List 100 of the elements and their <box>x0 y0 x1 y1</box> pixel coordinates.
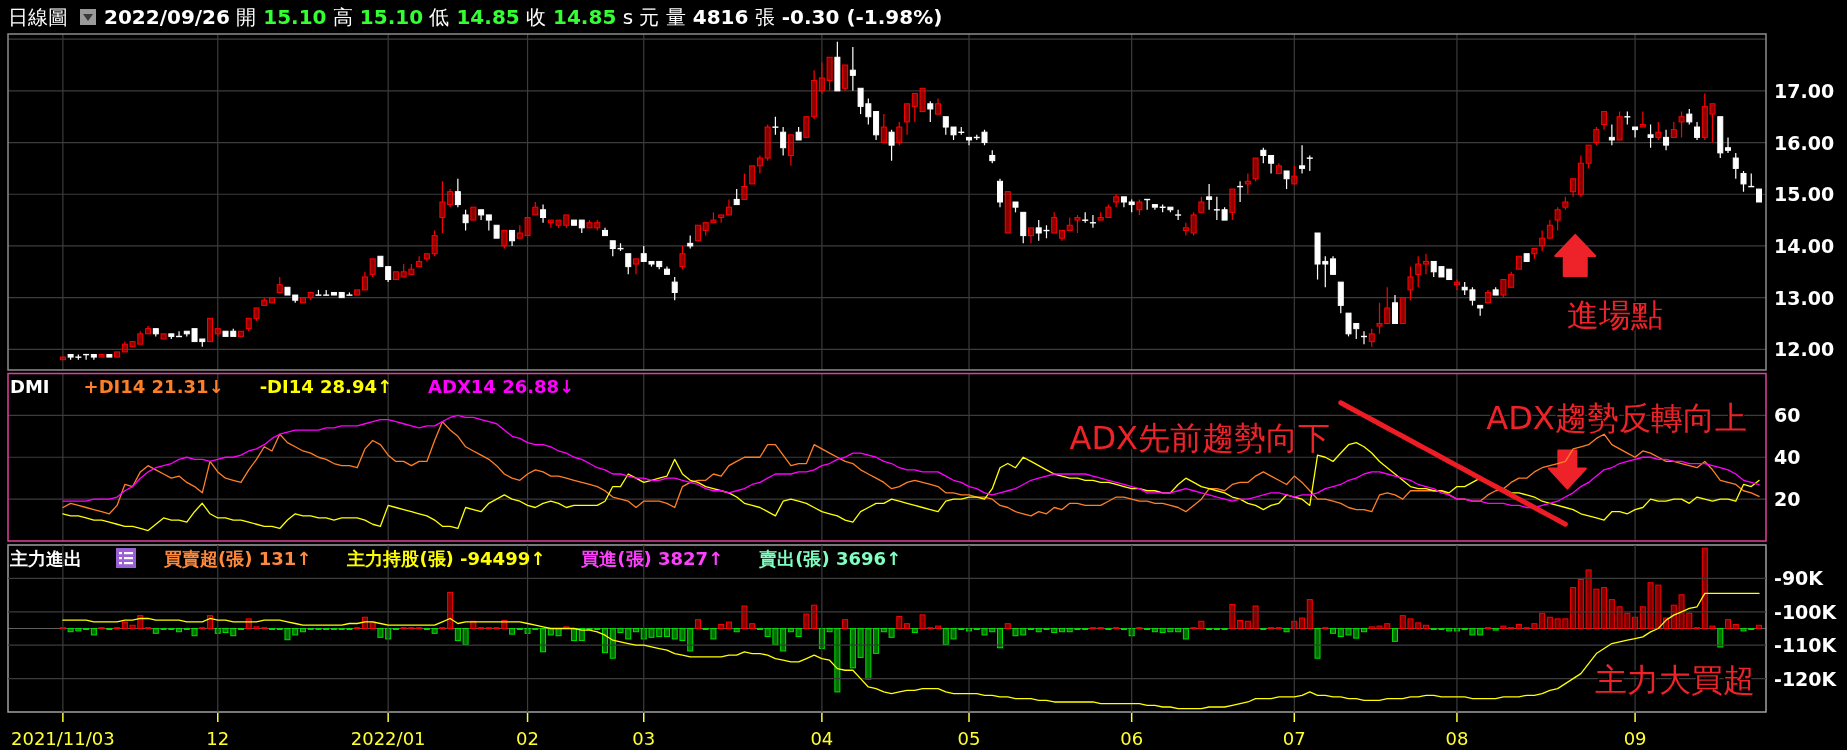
bar <box>1686 612 1693 629</box>
bar <box>1151 628 1158 633</box>
bar <box>1244 620 1251 629</box>
y-tick-label: 40 <box>1774 446 1801 469</box>
bar <box>888 628 895 638</box>
bar <box>1415 622 1422 629</box>
bar <box>942 628 949 646</box>
text: 2022/09/26 開 15.10 高 15.10 低 14.85 收 14.85 s 元 量 4816 張 -0.30 (-1.98%) <box>104 5 943 29</box>
bar <box>1182 628 1189 640</box>
bar <box>880 628 887 633</box>
bar <box>609 628 616 659</box>
bar <box>1601 587 1608 629</box>
bar <box>826 628 833 633</box>
bar <box>121 621 128 629</box>
bar <box>617 628 624 634</box>
x-tick-label: 08 <box>1445 727 1469 749</box>
bar <box>1376 625 1383 629</box>
bar <box>1399 615 1406 629</box>
bar <box>679 628 686 642</box>
bar <box>1159 628 1166 634</box>
bar <box>377 628 384 638</box>
bar <box>718 623 725 629</box>
bar <box>849 628 856 669</box>
chart-title: 日線圖 <box>8 5 68 29</box>
bar <box>1167 628 1174 633</box>
bar <box>981 628 988 636</box>
bar <box>1330 628 1337 634</box>
bar <box>1562 618 1569 629</box>
bar <box>633 628 639 633</box>
x-tick-label: 05 <box>957 727 981 749</box>
bar <box>1577 579 1584 629</box>
x-tick-label: 2022/01 <box>350 727 426 749</box>
bar <box>222 628 229 634</box>
text: +DI14 21.31↓ <box>83 376 224 397</box>
series-label: ADX14 26.88↓ <box>428 376 575 397</box>
bar <box>1175 628 1182 633</box>
bar <box>749 623 756 629</box>
y-tick-label: 15.00 <box>1774 183 1835 206</box>
bar <box>454 628 461 642</box>
bar <box>911 628 918 634</box>
bar <box>865 628 872 680</box>
bar <box>1337 628 1344 638</box>
chart-title: 主力進出 <box>9 547 82 569</box>
bar <box>137 615 144 629</box>
bar <box>725 621 732 629</box>
bar <box>540 628 547 653</box>
bar <box>1020 628 1027 636</box>
bar <box>299 628 306 633</box>
bar <box>1515 623 1522 629</box>
bar <box>292 628 299 636</box>
bar <box>129 624 136 629</box>
bar <box>90 628 97 636</box>
bar <box>896 615 903 629</box>
bar <box>1314 628 1321 659</box>
y-tick-label: 17.00 <box>1774 79 1835 102</box>
bar <box>1391 628 1398 642</box>
bar <box>1353 628 1360 639</box>
bar <box>1306 599 1313 629</box>
bar <box>1500 625 1507 629</box>
bar <box>1608 599 1615 629</box>
bar <box>1701 547 1708 629</box>
bar <box>1717 628 1724 648</box>
bar <box>772 628 779 646</box>
bar <box>369 621 376 629</box>
bar <box>1570 587 1577 629</box>
x-tick-label: 04 <box>810 727 834 749</box>
y-tick-label: 13.00 <box>1774 286 1835 309</box>
bar <box>1229 603 1236 629</box>
bar <box>1469 628 1476 636</box>
bar <box>1446 628 1453 632</box>
bar <box>1539 612 1546 629</box>
bar <box>997 628 1003 649</box>
bar <box>625 628 632 640</box>
bar <box>919 614 926 629</box>
bar <box>663 628 670 638</box>
bar <box>780 628 787 652</box>
bar <box>989 628 996 633</box>
bar <box>1283 628 1290 633</box>
x-tick-label: 03 <box>632 727 656 749</box>
bar <box>950 628 957 640</box>
bar <box>1624 612 1631 629</box>
bar <box>694 619 701 629</box>
bar <box>509 628 516 635</box>
bar <box>1384 623 1391 629</box>
bar <box>1593 588 1600 629</box>
bar <box>764 628 771 638</box>
bar <box>462 628 469 646</box>
y-tick-label: 14.00 <box>1774 234 1835 257</box>
bar <box>1639 606 1646 629</box>
x-tick-label: 2021/11/03 <box>11 727 115 749</box>
bar <box>811 604 818 629</box>
bar <box>1709 625 1716 629</box>
bar <box>1058 628 1065 633</box>
bar <box>1066 628 1073 633</box>
bar <box>687 628 694 652</box>
bar <box>431 628 438 634</box>
annotation: 賣出(張) 3696↑ <box>758 547 902 569</box>
bar <box>1345 628 1352 636</box>
annotation: 買進(張) 3827↑ <box>580 547 724 569</box>
x-tick-label: 02 <box>516 727 540 749</box>
